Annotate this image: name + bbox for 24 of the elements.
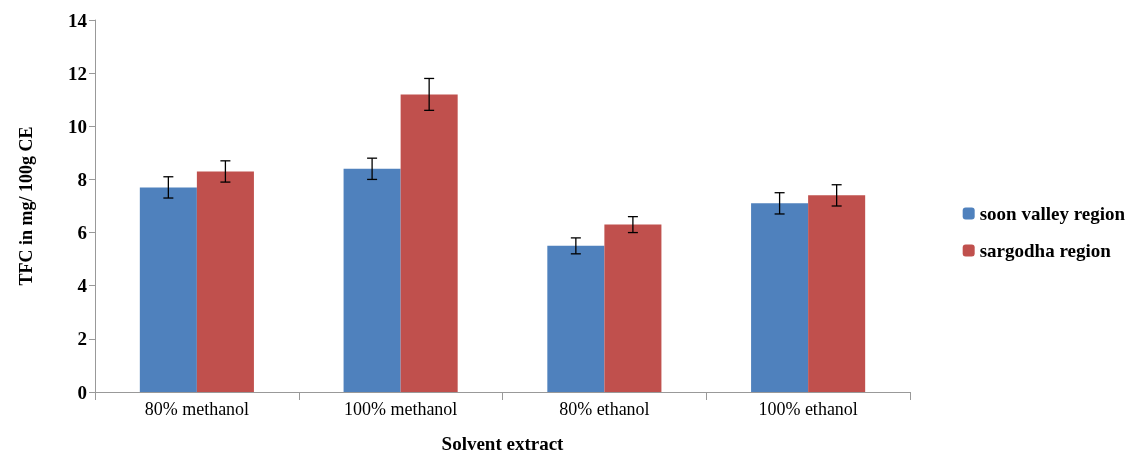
- x-tick-label: 80% ethanol: [559, 399, 650, 419]
- bar: [343, 168, 401, 392]
- legend-label: sargodha region: [979, 240, 1112, 261]
- y-tick-label: 8: [77, 168, 87, 190]
- bar: [604, 224, 662, 392]
- legend-label: soon valley region: [979, 203, 1126, 224]
- y-tick-label: 2: [77, 328, 87, 350]
- bar: [400, 94, 458, 392]
- y-tick-label: 14: [68, 9, 88, 31]
- y-tick-label: 10: [68, 115, 87, 137]
- x-tick-label: 100% methanol: [343, 399, 458, 419]
- bar: [139, 187, 197, 392]
- y-tick-label: 0: [77, 381, 87, 403]
- y-tick-label: 6: [77, 222, 87, 244]
- x-tick-label: 100% ethanol: [758, 399, 858, 419]
- bar: [808, 195, 866, 392]
- y-tick-label: 12: [68, 62, 87, 84]
- y-axis-title: TFC in mg/ 100g CE: [16, 126, 36, 286]
- bar: [196, 171, 254, 392]
- x-tick-label: 80% methanol: [144, 399, 250, 419]
- bar: [547, 245, 605, 392]
- bar: [751, 203, 809, 392]
- y-tick-label: 4: [77, 275, 88, 297]
- x-axis-title: Solvent extract: [441, 433, 565, 454]
